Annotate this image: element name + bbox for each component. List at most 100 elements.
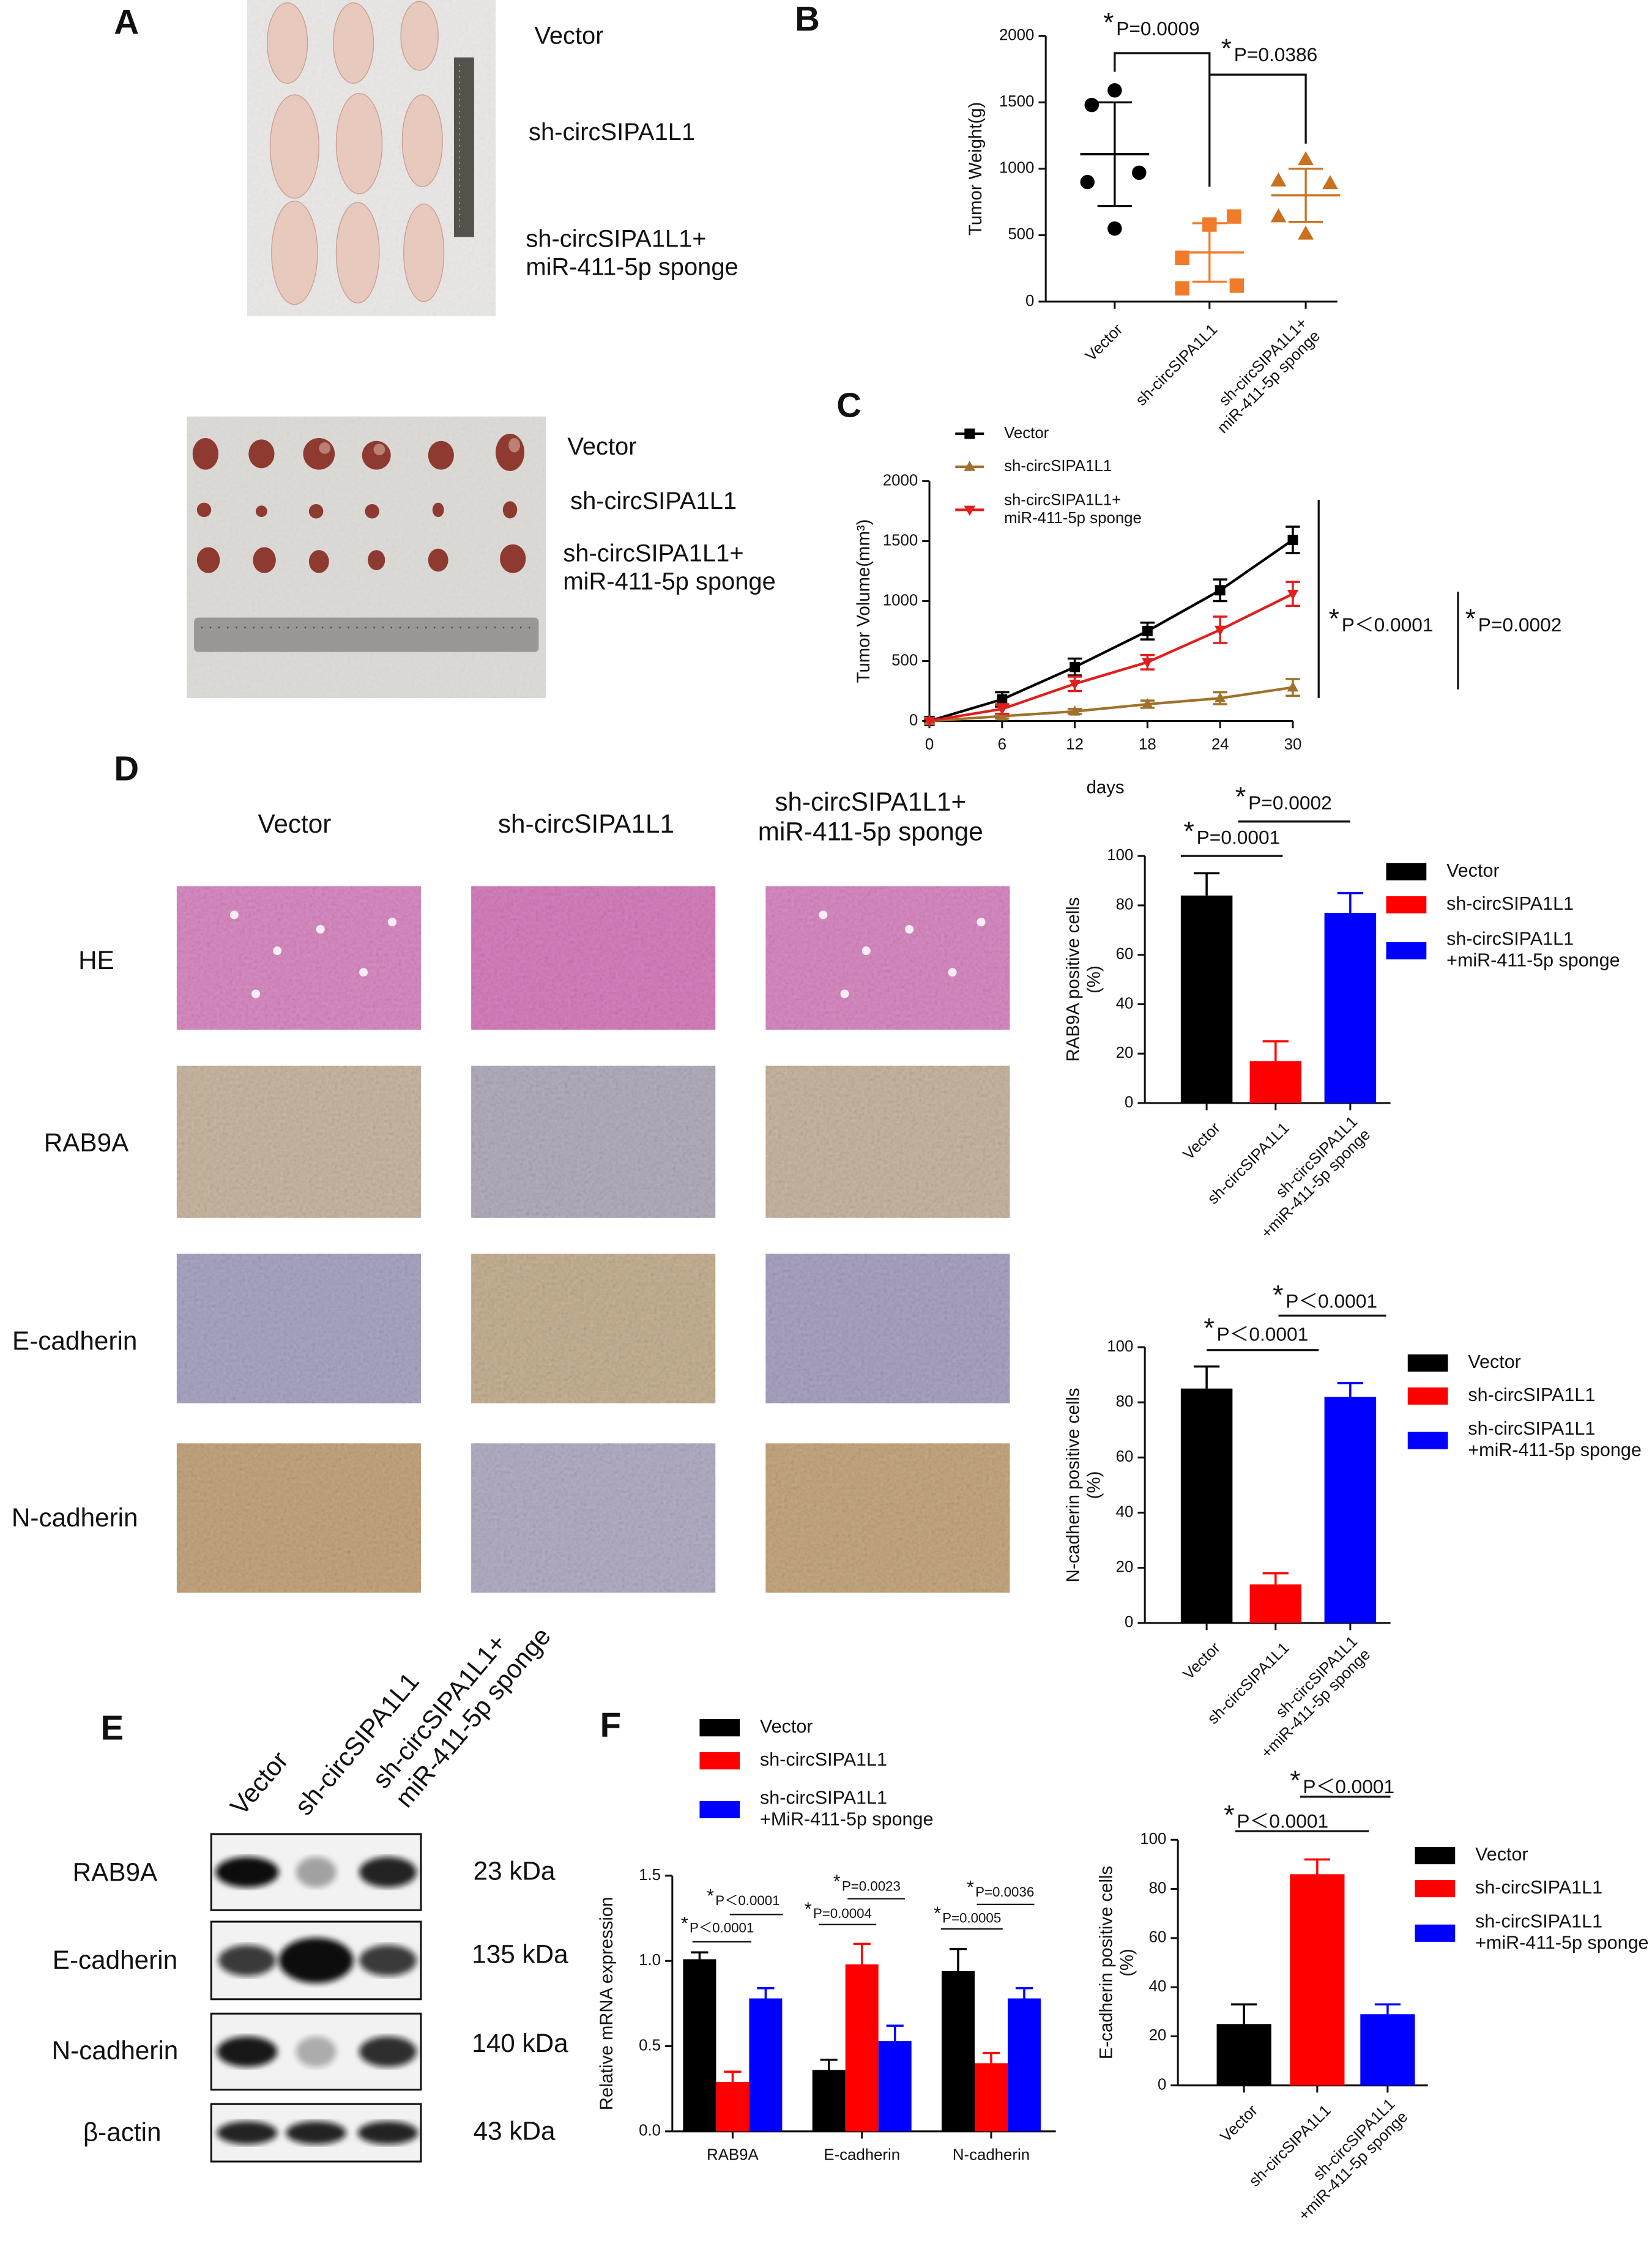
- legend-marker: [964, 461, 976, 471]
- y-tick-label: 20: [1149, 2027, 1167, 2044]
- text-line: +miR-411-5p sponge: [1468, 1440, 1641, 1460]
- data-point: [1287, 681, 1299, 692]
- y-tick-label: 1000: [999, 160, 1034, 177]
- x-tick-label: 0: [925, 736, 934, 753]
- y-tick-label: 20: [1116, 1558, 1134, 1575]
- significance-label: P=0.0002: [1478, 614, 1562, 636]
- y-tick-label: 80: [1149, 1879, 1167, 1897]
- legend-swatch: [699, 1800, 740, 1819]
- bar: [1324, 913, 1377, 1103]
- legend-swatch: [1407, 1354, 1448, 1372]
- y-axis-label: Tumor Volume(mm³): [854, 519, 874, 683]
- vacuole: [861, 946, 871, 956]
- significance-star: *: [1290, 1766, 1300, 1796]
- protein-label: RAB9A: [73, 1858, 158, 1887]
- legend-swatch: [1415, 1846, 1456, 1865]
- legend-swatch: [1415, 1879, 1456, 1898]
- legend-marker: [964, 428, 975, 439]
- legend-label: sh-circSIPA1L1: [1475, 1877, 1602, 1898]
- legend-swatch: [1386, 942, 1427, 960]
- y-tick-label: 2000: [883, 472, 918, 489]
- row-label: RAB9A: [44, 1128, 129, 1157]
- y-tick-label: 60: [1116, 945, 1134, 962]
- y-tick-label: 1.5: [639, 1867, 661, 1884]
- histology-texture: [176, 1065, 421, 1218]
- column-label: Vector: [258, 809, 332, 838]
- y-tick-label: 80: [1116, 1393, 1134, 1410]
- y-tick-label: 1000: [883, 592, 918, 609]
- vacuole: [316, 924, 325, 934]
- bar: [1360, 2014, 1415, 2086]
- data-point: [1215, 585, 1226, 596]
- y-tick-label: 1500: [999, 93, 1034, 110]
- significance-star: *: [934, 1903, 941, 1923]
- histology-texture: [765, 1254, 1010, 1403]
- data-point: [1322, 175, 1338, 190]
- bar: [1007, 1998, 1041, 2131]
- y-tick-label: 40: [1116, 995, 1134, 1012]
- data-point: [1175, 281, 1189, 296]
- data-point: [996, 710, 1008, 721]
- data-point: [1132, 165, 1147, 180]
- text-line: sh-circSIPA1L1+: [775, 787, 966, 816]
- bar: [683, 1959, 716, 2131]
- y-tick-label: 60: [1149, 1929, 1167, 1946]
- y-tick-label: 0.5: [639, 2037, 661, 2054]
- protein-label: β-actin: [83, 2118, 162, 2147]
- series-line: [929, 592, 1293, 723]
- text-line: sh-circSIPA1L1: [1475, 1911, 1602, 1931]
- series-line: [929, 686, 1293, 723]
- group-label: sh-circSIPA1L1+ miR-411-5p sponge: [563, 540, 775, 595]
- blot-band: [359, 2036, 417, 2067]
- significance-label: P=0.0036: [975, 1884, 1034, 1900]
- column-label: sh-circSIPA1L1: [498, 809, 674, 838]
- y-tick-label: 0: [1125, 1094, 1133, 1111]
- data-point: [1298, 225, 1314, 240]
- bar: [749, 1998, 783, 2131]
- histology-texture: [765, 886, 1010, 1030]
- data-point: [1142, 626, 1153, 636]
- text-line: RAB9A positive cells: [1063, 897, 1083, 1062]
- vacuole: [948, 968, 957, 977]
- legend-label: sh-circSIPA1L1: [760, 1749, 887, 1770]
- y-tick-label: 0.0: [639, 2122, 661, 2139]
- bar: [1180, 895, 1233, 1103]
- significance-star: *: [967, 1877, 974, 1898]
- legend-swatch: [699, 1719, 740, 1737]
- significance-star: *: [681, 1913, 688, 1934]
- significance-star: *: [805, 1898, 812, 1919]
- data-point: [1214, 692, 1226, 703]
- vacuole: [229, 910, 239, 920]
- legend-swatch: [1386, 863, 1427, 881]
- data-point: [1287, 589, 1299, 600]
- legend-label: sh-circSIPA1L1+miR-411-5p sponge: [1468, 1418, 1641, 1460]
- histology-texture: [176, 1443, 421, 1593]
- column-label: sh-circSIPA1L1+ miR-411-5p sponge: [758, 787, 983, 846]
- significance-label: P=0.0386: [1234, 43, 1318, 65]
- data-point: [1175, 250, 1189, 266]
- bar: [941, 1971, 975, 2131]
- histology-texture: [765, 1065, 1010, 1218]
- x-tick-label: 6: [998, 736, 1006, 753]
- data-point: [1142, 658, 1153, 669]
- bar: [1216, 2024, 1271, 2086]
- significance-label: P=0.0005: [942, 1910, 1001, 1925]
- vacuole: [273, 946, 282, 956]
- group-label: Vector: [567, 433, 636, 460]
- blot-band: [217, 2036, 278, 2067]
- y-tick-label: 500: [1008, 226, 1034, 243]
- significance-label: P＜0.0001: [690, 1920, 754, 1936]
- x-tick-label: 24: [1211, 736, 1229, 753]
- y-axis-label: Relative mRNA expression: [597, 1897, 617, 2110]
- y-tick-label: 1500: [883, 532, 918, 549]
- y-tick-label: 40: [1116, 1503, 1134, 1520]
- significance-star: *: [1273, 1280, 1283, 1310]
- histology-texture: [176, 886, 421, 1030]
- x-tick-label: Vector: [1082, 321, 1126, 365]
- text-line: (%): [1117, 1949, 1137, 1977]
- legend-swatch: [1407, 1432, 1448, 1449]
- vacuole: [359, 968, 368, 977]
- significance-label: P＜0.0001: [1303, 1775, 1394, 1797]
- data-point: [1080, 174, 1095, 190]
